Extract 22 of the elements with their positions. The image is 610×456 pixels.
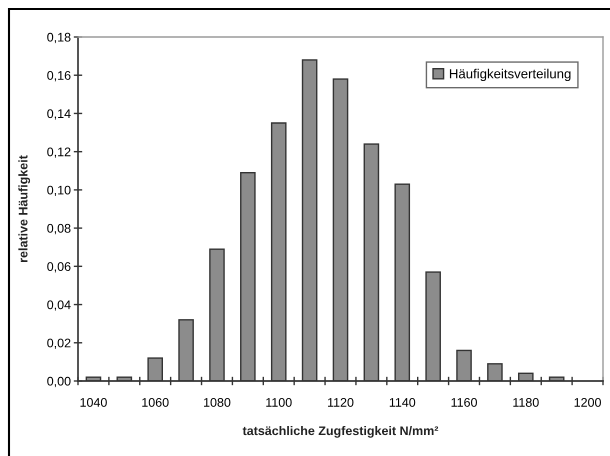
- y-tick-label: 0,08: [47, 224, 71, 234]
- x-tick-label: 1120: [328, 398, 354, 407]
- x-tick-label: 1080: [204, 398, 230, 407]
- y-tick-label: 0,06: [47, 262, 71, 272]
- y-tick-label: 0,02: [47, 338, 70, 349]
- y-tick-label: 0,18: [47, 32, 71, 44]
- x-tick-label: 1040: [80, 398, 107, 407]
- x-tick-label: 1200: [574, 398, 601, 407]
- x-tick-label: 1160: [452, 398, 477, 407]
- y-tick-label: 0,16: [47, 71, 71, 82]
- legend-label: Häufigkeitsverteilung: [450, 68, 570, 82]
- y-tick-label: 0,04: [47, 300, 71, 311]
- y-tick-label: 0,10: [47, 186, 71, 196]
- y-tick-label: 0,12: [47, 147, 70, 158]
- y-axis-title: relative Häufigkeit: [18, 155, 30, 262]
- x-tick-label: 1060: [142, 398, 169, 407]
- y-tick-label: 0,14: [47, 109, 71, 120]
- x-tick-label: 1180: [513, 398, 539, 407]
- y-tick-label: 0,00: [47, 376, 71, 388]
- x-tick-label: 1100: [266, 398, 292, 407]
- x-axis-title: tatsächliche Zugfestigkeit N/mm²: [242, 426, 438, 438]
- x-tick-label: 1140: [390, 398, 416, 407]
